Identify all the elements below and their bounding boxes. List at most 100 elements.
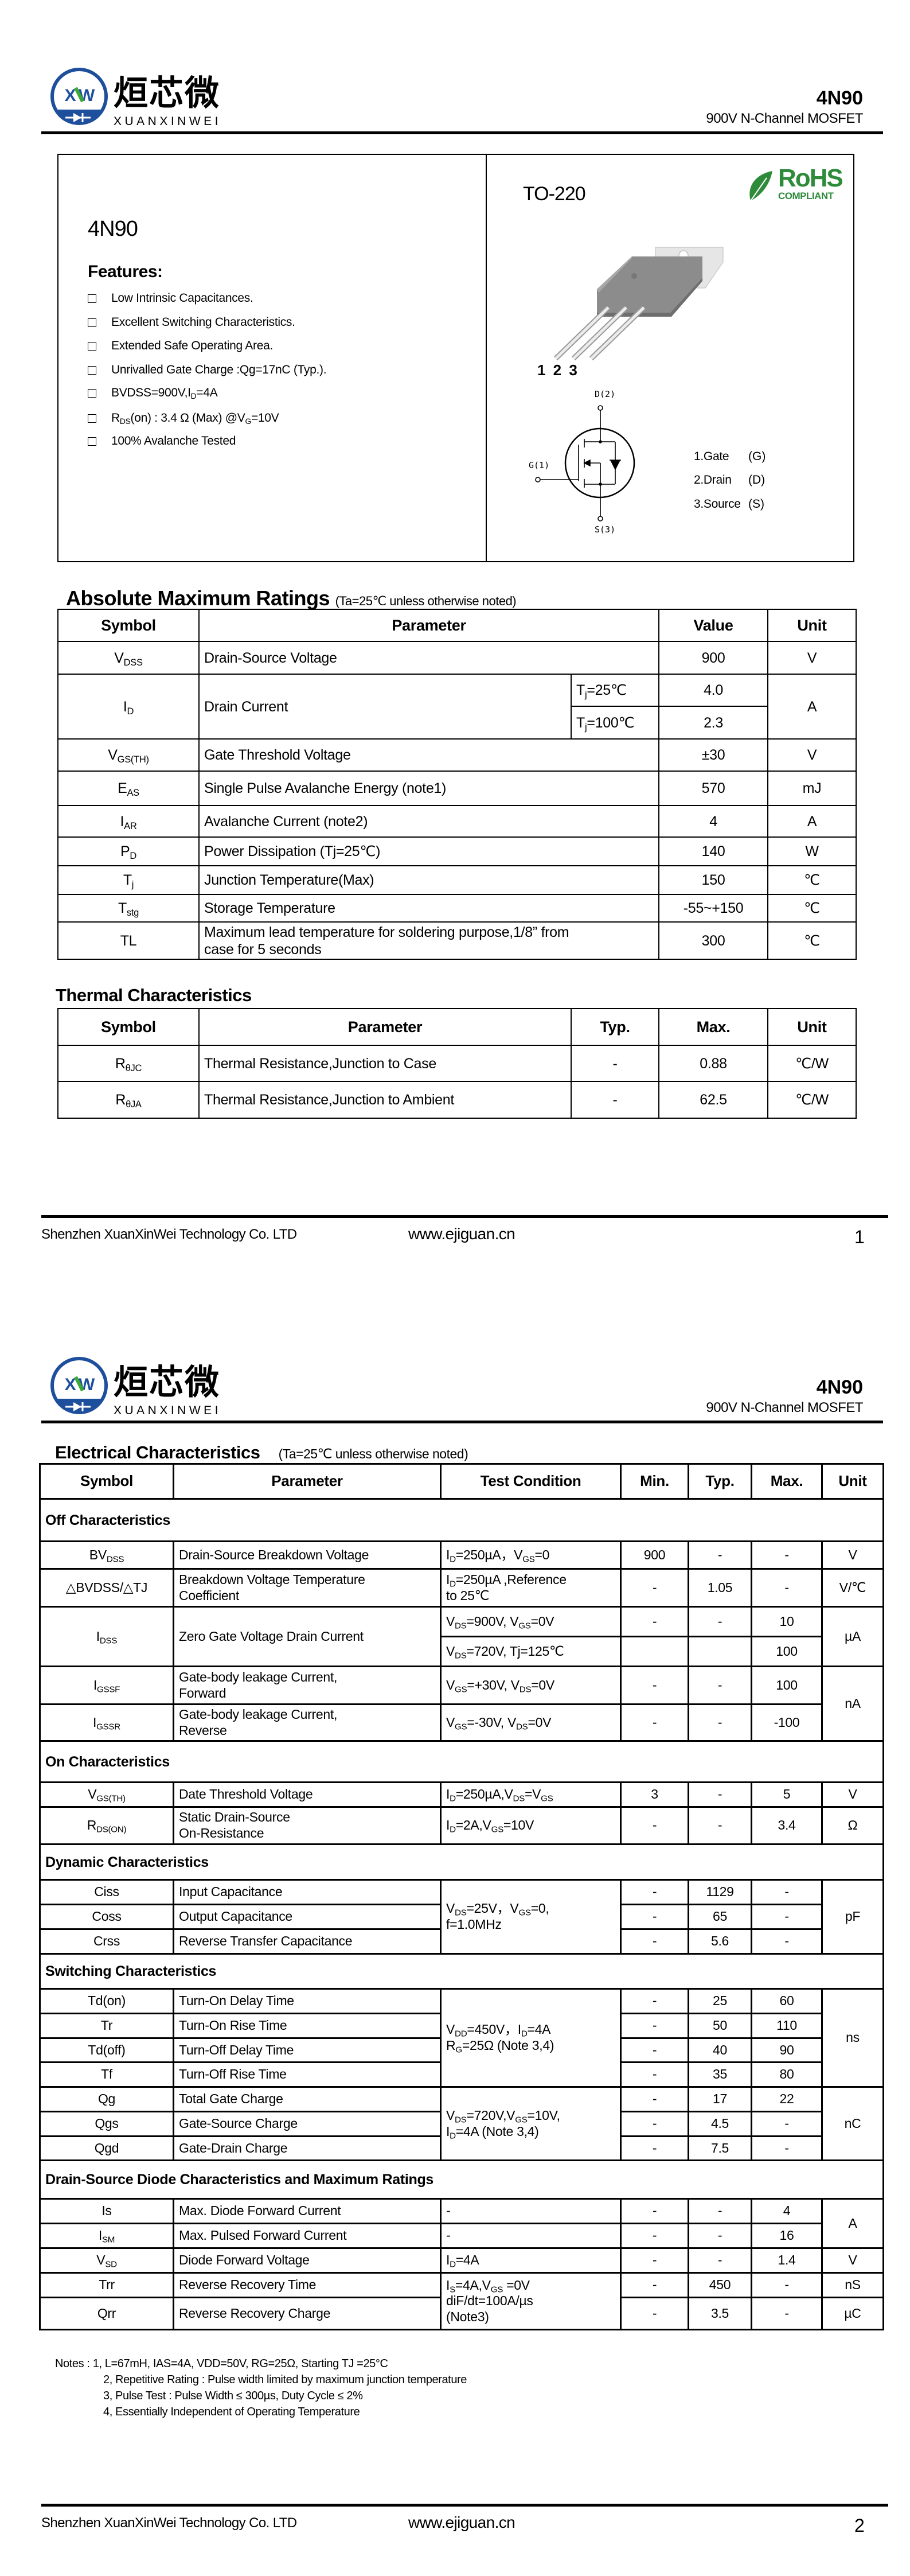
table-cell: Qgs (39, 2111, 174, 2137)
table-cell: ID=250µA,VDS=VGS (440, 1781, 622, 1808)
drain-label: D(2) (595, 389, 616, 399)
header-part-number: 4N90 (816, 87, 863, 109)
feature-item: BVDSS=900V,ID=4A (88, 386, 218, 401)
checkbox-bullet-icon (88, 294, 96, 303)
table-cell: ID=250µA ,Reference to 25℃ (440, 1568, 622, 1608)
table-cell: Storage Temperature (198, 894, 660, 923)
table-cell: ID (57, 674, 200, 740)
table-cell: - (751, 1568, 823, 1608)
feature-item: Extended Safe Operating Area. (88, 338, 273, 353)
table-cell: - (620, 2272, 689, 2298)
table-cell: - (620, 2297, 689, 2330)
table-cell: 62.5 (658, 1081, 768, 1119)
pin-code: (G) (748, 450, 766, 463)
table-header-row: Symbol Parameter Value Unit (57, 609, 857, 642)
table-cell: - (751, 2272, 823, 2298)
table-cell: mJ (767, 771, 857, 806)
table-cell: - (620, 2013, 689, 2039)
table-row: ISM Max. Pulsed Forward Current - - -16 (39, 2223, 884, 2249)
table-row: Td(off) Turn-Off Delay Time -40 90 (39, 2037, 884, 2063)
page-number: 2 (854, 2515, 865, 2536)
table-row: Tj=100℃ 2.3 (58, 706, 856, 740)
table-cell: IDSS (39, 1606, 174, 1667)
table-cell: 65 (688, 1904, 752, 1930)
table-cell: - (751, 1928, 823, 1955)
table-cell: - (688, 1666, 752, 1705)
column-header: Symbol (57, 1008, 200, 1046)
abs-max-title: Absolute Maximum Ratings (Ta=25℃ unless … (66, 586, 517, 610)
table-cell: Qgd (39, 2135, 174, 2161)
table-cell: Ciss (39, 1879, 174, 1905)
table-cell: 5 (751, 1781, 823, 1808)
table-cell: Max. Pulsed Forward Current (173, 2223, 442, 2249)
table-cell: Trr (39, 2272, 174, 2298)
table-cell: - (620, 2135, 689, 2161)
header-subtitle: 900V N-Channel MOSFET (706, 111, 863, 126)
table-cell: nA (821, 1666, 884, 1742)
feature-item: Unrivalled Gate Charge :Qg=17nC (Typ.). (88, 363, 327, 378)
table-cell: VGS=-30V, VDS=0V (440, 1703, 622, 1742)
table-cell: TL (57, 921, 200, 960)
table-cell: V (767, 738, 857, 772)
table-cell: BVDSS (39, 1540, 174, 1570)
table-cell: 90 (751, 2037, 823, 2063)
table-cell: Reverse Transfer Capacitance (173, 1928, 442, 1955)
note-item: 2, Repetitive Rating : Pulse width limit… (103, 2373, 467, 2386)
table-cell: 40 (688, 2037, 752, 2063)
table-row: Qrr Reverse Recovery Charge -3.5- µC (39, 2297, 884, 2330)
feature-text: 100% Avalanche Tested (111, 434, 236, 448)
table-cell: 100 (751, 1666, 823, 1705)
pin-numbers: 1 2 3 (537, 361, 577, 379)
electrical-title-text: Electrical Characteristics (55, 1442, 260, 1462)
table-cell: Turn-Off Rise Time (173, 2061, 442, 2088)
feature-text: Unrivalled Gate Charge :Qg=17nC (Typ.). (111, 363, 327, 376)
table-cell: Thermal Resistance,Junction to Ambient (198, 1081, 572, 1119)
table-cell: 570 (658, 771, 769, 806)
table-row: Trr Reverse Recovery Time IS=4A,VGS =0V di… (39, 2272, 884, 2330)
table-cell: V/℃ (821, 1568, 884, 1608)
table-cell: 1.05 (688, 1568, 752, 1608)
table-cell: - (688, 2223, 752, 2249)
table-cell: IGSSR (39, 1703, 174, 1742)
table-row: ID Drain Current Tj=25℃ 4.0 A (57, 674, 857, 740)
pin-label: 1.Gate (694, 450, 729, 463)
electrical-title: Electrical Characteristics (Ta=25℃ unles… (55, 1442, 468, 1463)
table-row: △BVDSS/△TJ Breakdown Voltage Temperature … (39, 1568, 884, 1608)
feature-text: BVDSS=900V,ID=4A (111, 386, 218, 401)
table-cell: 3.5 (688, 2297, 752, 2330)
checkbox-bullet-icon (88, 437, 96, 446)
table-cell: - (571, 1045, 659, 1082)
table-cell: - (620, 1666, 689, 1705)
feature-item: Low Intrinsic Capacitances. (88, 291, 253, 306)
section-row: Switching Characteristics (39, 1953, 884, 1990)
table-row: EAS Single Pulse Avalanche Energy (note1)… (57, 771, 857, 806)
table-cell: Thermal Resistance,Junction to Case (198, 1045, 572, 1082)
pin-label: 2.Drain (694, 473, 732, 487)
table-row: IAR Avalanche Current (note2) 4 A (57, 805, 857, 838)
table-row: Qgd Gate-Drain Charge -7.5- (39, 2135, 884, 2161)
table-cell: IAR (57, 805, 200, 838)
overview-box: 4N90 Features: Low Intrinsic Capacitance… (57, 154, 854, 562)
table-header-row: Symbol Parameter Test Condition Min. Typ. Max… (39, 1463, 884, 1500)
table-cell: V (821, 1781, 884, 1808)
table-cell: 4 (751, 2198, 823, 2224)
table-row: Qg Total Gate Charge VDS=720V,VGS=10V, ID=… (39, 2086, 884, 2161)
table-cell: - (620, 2037, 689, 2063)
table-row: VSD Diode Forward Voltage ID=4A - -1.4 V (39, 2247, 884, 2274)
notes: Notes : 1, L=67mH, IAS=4A, VDD=50V, RG=2… (55, 2356, 467, 2420)
table-cell: VSD (39, 2247, 174, 2274)
pin-code: (D) (748, 473, 766, 487)
checkbox-bullet-icon (88, 365, 96, 375)
feature-item: 100% Avalanche Tested (88, 434, 236, 449)
table-row: Tr Turn-On Rise Time -50 110 (39, 2013, 884, 2039)
table-cell: VGS(TH) (57, 738, 200, 772)
table-cell: Coss (39, 1904, 174, 1930)
section-row: Off Characteristics (39, 1498, 884, 1542)
table-cell: - (620, 1988, 689, 2014)
electrical-table: Symbol Parameter Test Condition Min. Typ. Max… (39, 1463, 884, 2330)
table-row: VGS(TH) Gate Threshold Voltage ±30 V (57, 738, 857, 772)
table-row: Tf Turn-Off Rise Time -35 80 (39, 2061, 884, 2088)
table-cell: Turn-On Delay Time (173, 1988, 442, 2014)
table-cell: ℃ (767, 865, 857, 895)
